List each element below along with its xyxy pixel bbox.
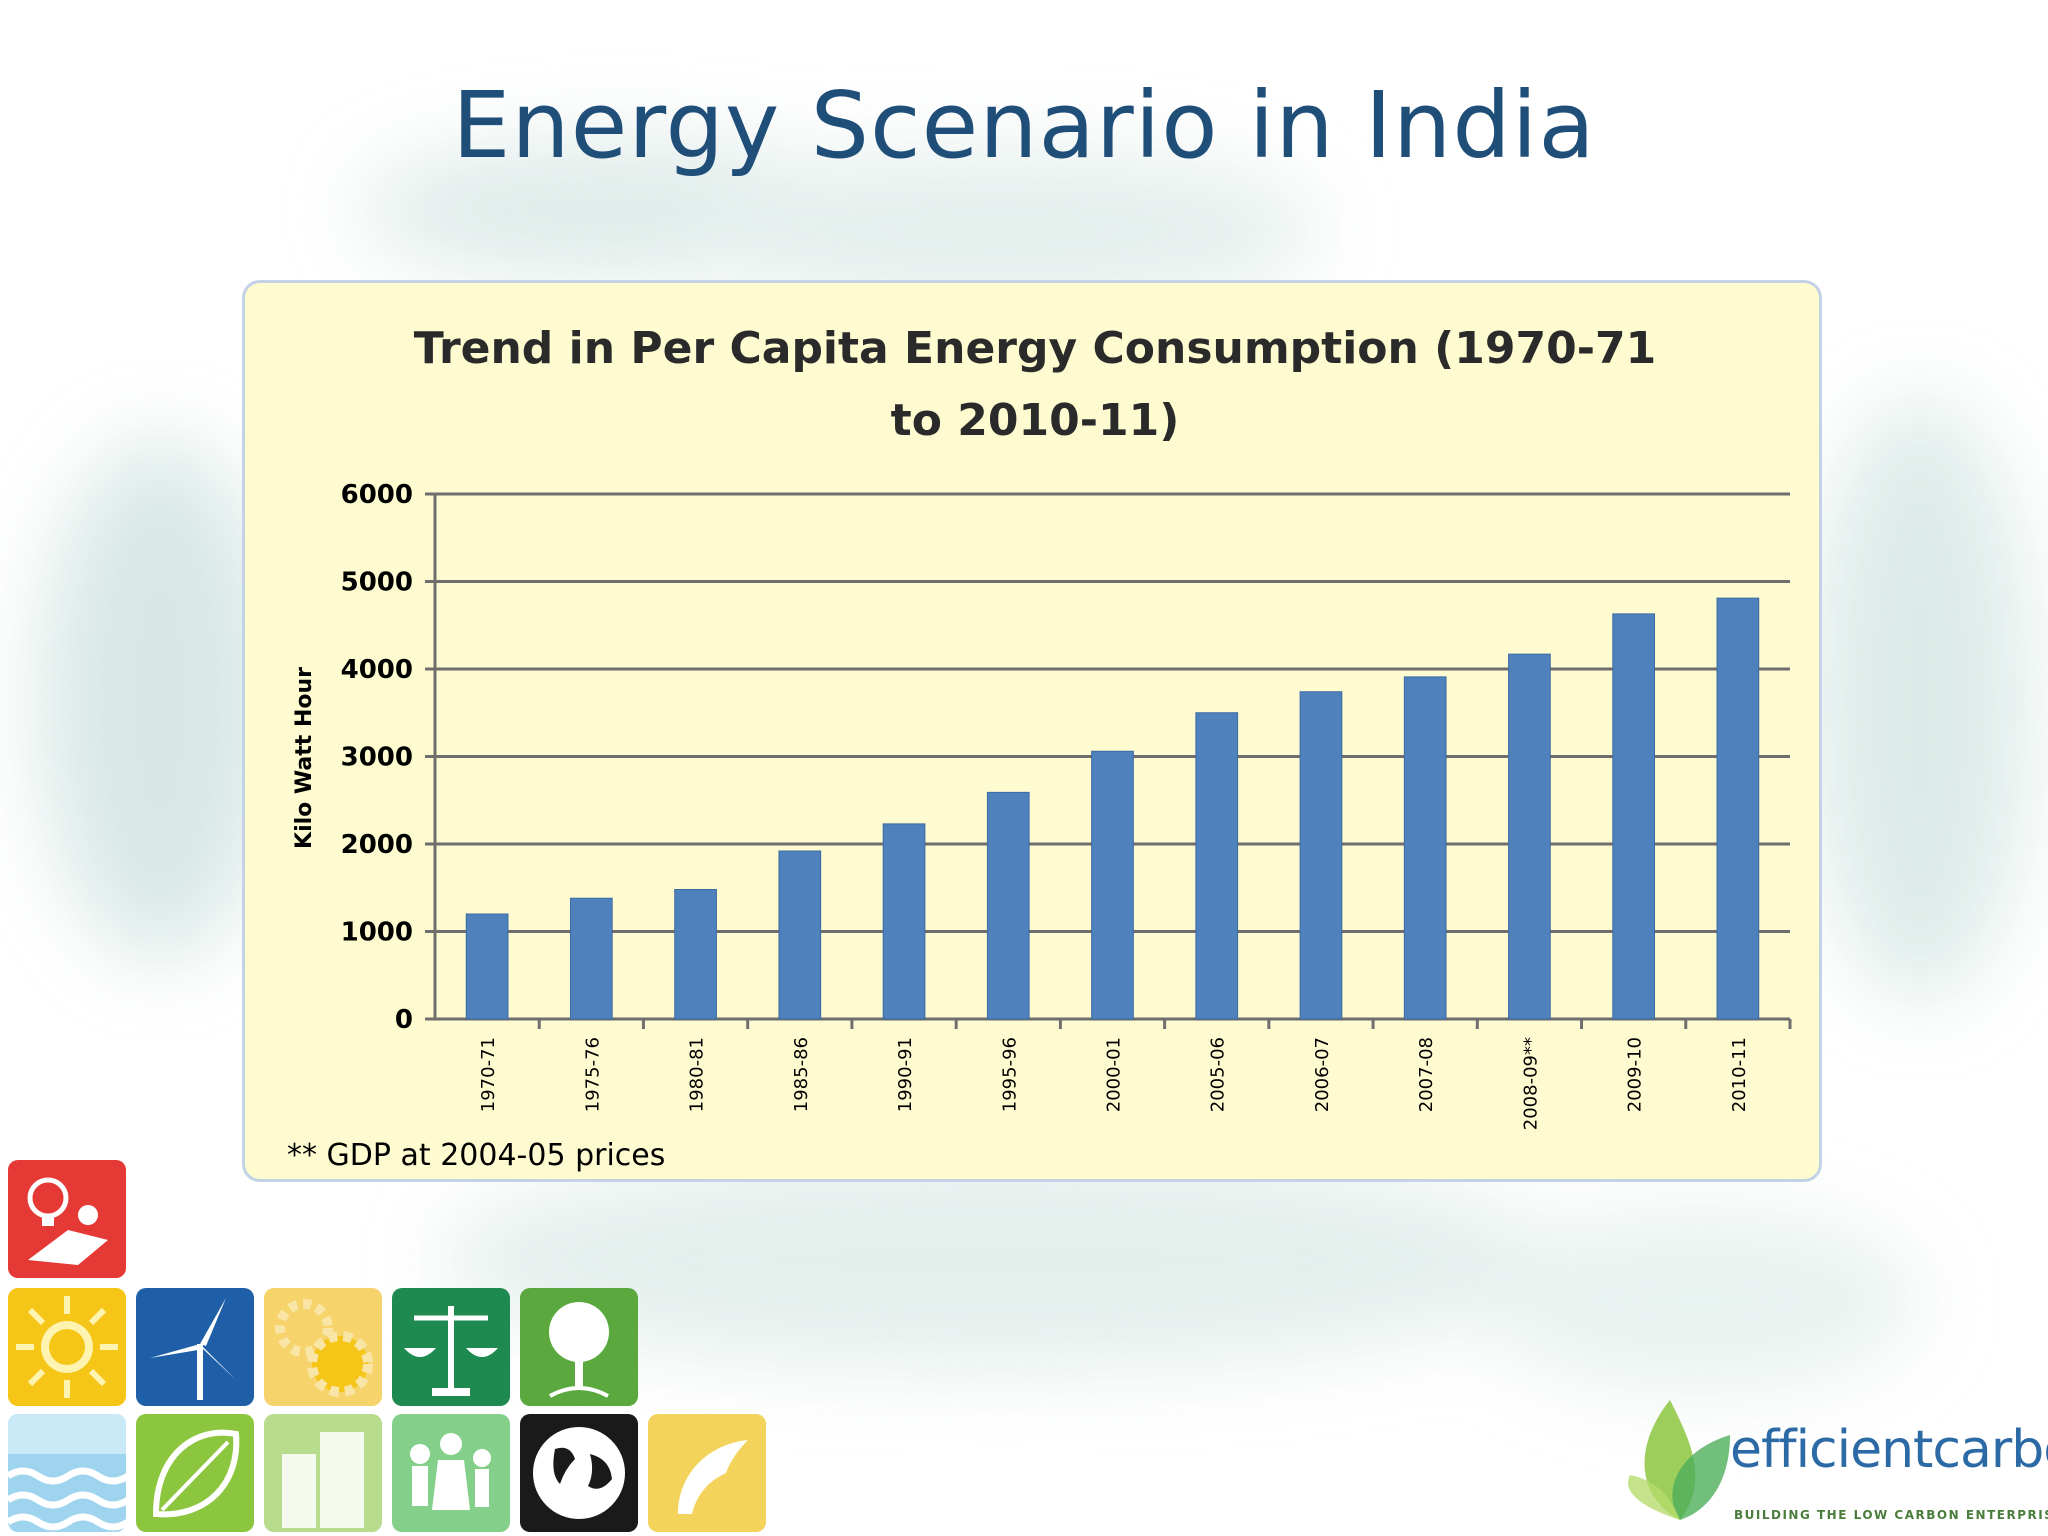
chart-title-line: to 2010-11) — [891, 395, 1180, 446]
x-tick-label: 1970-71 — [478, 1037, 499, 1112]
y-tick-labels: 0 1000 2000 3000 4000 5000 6000 — [341, 480, 413, 1035]
y-axis-label: Kilo Watt Hour — [292, 667, 317, 849]
bar — [1508, 653, 1551, 1020]
x-tick-label: 2007-08 — [1416, 1037, 1437, 1112]
bar-chart: Trend in Per Capita Energy Consumption (… — [287, 323, 1792, 1173]
bar — [674, 889, 717, 1020]
x-tick-label: 2008-09** — [1520, 1037, 1541, 1130]
x-tick-label: 2009-10 — [1625, 1037, 1646, 1112]
brand-name: efficientcarbon — [1730, 1420, 2048, 1480]
y-tick-label: 2000 — [341, 830, 413, 860]
x-tick-label: 1995-96 — [999, 1037, 1020, 1112]
bar — [1299, 691, 1343, 1020]
bar — [1716, 597, 1760, 1020]
x-tick-label: 1980-81 — [687, 1037, 708, 1112]
bar — [1195, 712, 1239, 1020]
bar — [570, 897, 613, 1020]
swoosh-icon — [648, 1414, 766, 1532]
sun-icon — [8, 1288, 126, 1406]
x-tick-label: 1985-86 — [791, 1037, 812, 1112]
y-tick-label: 5000 — [341, 568, 413, 598]
leaf-logo-icon — [1628, 1400, 1730, 1520]
bar — [1091, 750, 1134, 1020]
x-tick-label: 2000-01 — [1104, 1037, 1125, 1112]
x-tick-label: 1990-91 — [895, 1037, 916, 1112]
globe-icon — [520, 1414, 638, 1532]
y-tick-label: 6000 — [341, 480, 413, 510]
water-waves-icon — [8, 1414, 126, 1532]
leaf-icon — [136, 1414, 254, 1532]
y-tick-label: 0 — [395, 1005, 413, 1035]
buildings-icon — [264, 1414, 382, 1532]
x-tick-label: 2010-11 — [1729, 1037, 1750, 1112]
bar — [465, 913, 509, 1020]
bar — [986, 791, 1030, 1020]
scales-icon — [392, 1288, 510, 1406]
bars — [465, 597, 1760, 1020]
brand-logo: efficientcarbon BUILDING THE LOW CARBON … — [1620, 1390, 2048, 1530]
x-tick-label: 2005-06 — [1208, 1037, 1229, 1112]
y-tick-label: 3000 — [341, 743, 413, 773]
wind-turbine-icon — [136, 1288, 254, 1406]
x-tick-label: 2006-07 — [1312, 1037, 1333, 1112]
y-tick-label: 1000 — [341, 918, 413, 948]
footnote: ** GDP at 2004-05 prices — [287, 1138, 665, 1173]
x-tick-labels: 1970-71 1975-76 1980-81 1985-86 1990-91 1995-… — [478, 1037, 1750, 1130]
people-icon — [392, 1414, 510, 1532]
bar — [1612, 613, 1656, 1020]
bar — [1403, 676, 1447, 1020]
gears-icon — [264, 1288, 382, 1406]
bar — [778, 850, 822, 1020]
slide-title: Energy Scenario in India — [452, 72, 1596, 179]
worker-bulb-icon — [8, 1160, 126, 1278]
chart-title-line: Trend in Per Capita Energy Consumption (… — [414, 323, 1656, 374]
icon-tiles — [8, 1160, 788, 1536]
chart-title: Trend in Per Capita Energy Consumption (… — [414, 323, 1656, 446]
x-tick-label: 1975-76 — [582, 1037, 603, 1112]
y-tick-label: 4000 — [341, 655, 413, 685]
brand-tagline: BUILDING THE LOW CARBON ENTERPRISE — [1734, 1508, 2048, 1522]
bar — [882, 823, 926, 1020]
tree-icon — [520, 1288, 638, 1406]
chart-panel: Trend in Per Capita Energy Consumption (… — [242, 280, 1822, 1182]
